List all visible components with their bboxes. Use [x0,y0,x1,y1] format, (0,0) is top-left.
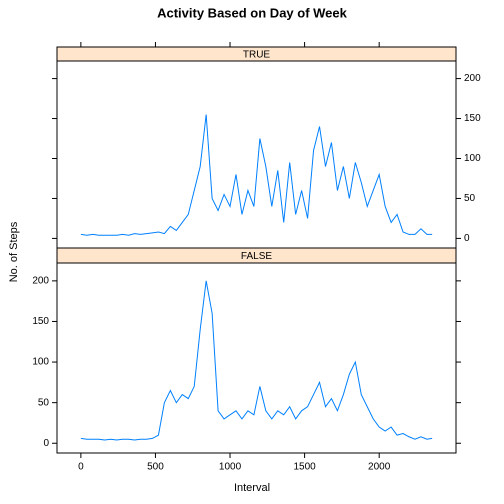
data-line [81,281,432,440]
x-tick-label: 2000 [368,462,391,473]
y-axis-label: No. of Steps [8,221,20,282]
y-tick-label: 150 [32,316,49,327]
y-tick-label: 50 [464,193,476,204]
x-tick-label: 500 [147,462,164,473]
chart-title: Activity Based on Day of Week [157,5,348,20]
data-line [81,115,432,236]
y-tick-label: 200 [32,276,49,287]
y-tick-label: 150 [464,113,481,124]
y-tick-label: 100 [464,153,481,164]
y-tick-label: 0 [464,233,470,244]
x-tick-label: 1000 [219,462,242,473]
x-axis-label: Interval [234,482,270,494]
y-tick-label: 200 [464,73,481,84]
y-tick-label: 100 [32,357,49,368]
y-tick-label: 0 [43,438,49,449]
x-tick-label: 0 [78,462,84,473]
strip-label: TRUE [243,50,271,61]
y-tick-label: 50 [38,397,50,408]
panel [57,61,456,248]
x-tick-label: 1500 [293,462,316,473]
strip-label: FALSE [241,251,272,262]
panel [57,263,456,453]
